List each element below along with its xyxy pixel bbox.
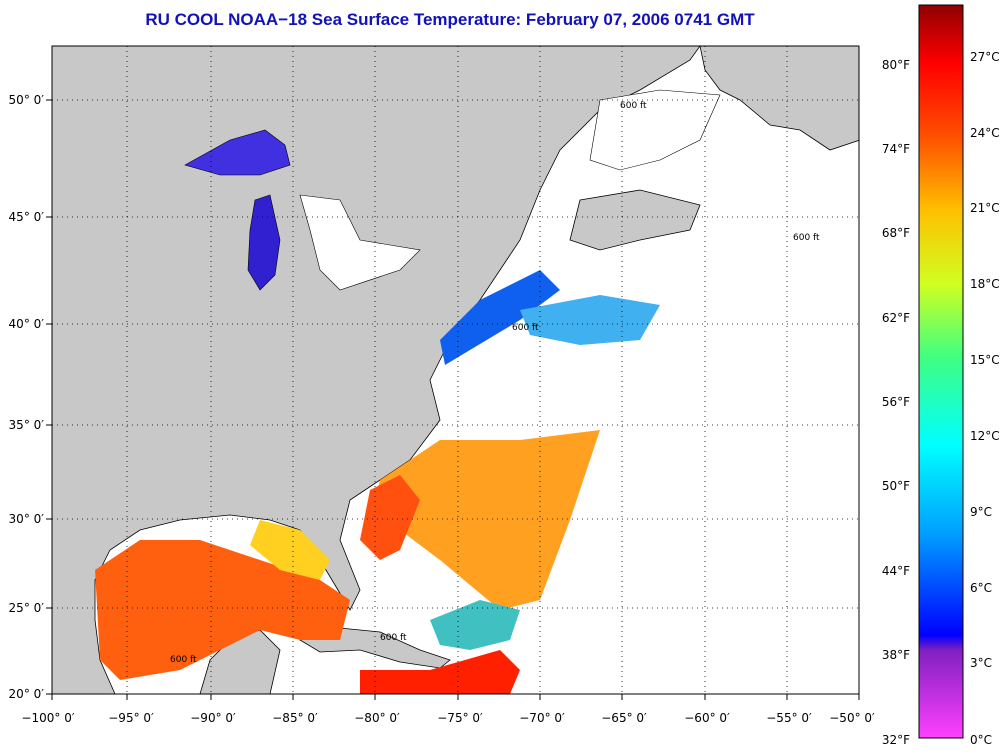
colorbar-c-label: 6°C <box>970 581 992 595</box>
colorbar-f-label: 44°F <box>882 564 910 578</box>
colorbar-c-label: 0°C <box>970 733 992 747</box>
lon-label: −90° 0′ <box>190 711 236 725</box>
sst-gulf-coastal <box>250 520 330 580</box>
colorbar-f-label: 80°F <box>882 58 910 72</box>
lat-label: 20° 0′ <box>9 687 45 701</box>
lon-label: −85° 0′ <box>272 711 318 725</box>
map-frame <box>51 45 860 695</box>
colorbar-c-label: 15°C <box>970 353 1000 367</box>
colorbar-f-label: 50°F <box>882 479 910 493</box>
axis-ticks <box>46 99 860 700</box>
lon-label: −60° 0′ <box>684 711 730 725</box>
colorbar-c-label: 12°C <box>970 429 1000 443</box>
land-newfoundland <box>699 46 859 151</box>
lat-label: 35° 0′ <box>9 418 45 432</box>
lat-label: 40° 0′ <box>9 317 45 331</box>
sst-slope-cyan <box>520 295 660 345</box>
map-title: RU COOL NOAA−18 Sea Surface Temperature:… <box>145 10 755 29</box>
lon-label: −100° 0′ <box>21 711 74 725</box>
lon-label: −95° 0′ <box>108 711 154 725</box>
lake-huron-erie <box>299 194 421 291</box>
sst-gulf-mexico <box>95 540 350 680</box>
colorbar-f-label: 74°F <box>882 142 910 156</box>
colorbar-c-label: 9°C <box>970 505 992 519</box>
colorbar-f-label: 68°F <box>882 226 910 240</box>
lon-label: −75° 0′ <box>437 711 483 725</box>
contour-label: 600 ft <box>620 101 647 111</box>
sst-shelf-cold <box>440 270 560 365</box>
colorbar-c-label: 21°C <box>970 201 1000 215</box>
sst-caribbean <box>360 650 520 694</box>
lake-michigan <box>247 194 281 291</box>
colorbar-c-label: 24°C <box>970 126 1000 140</box>
lake-superior <box>184 129 291 176</box>
contour-label: 600 ft <box>512 323 539 333</box>
colorbar <box>918 4 964 739</box>
colorbar-c-label: 3°C <box>970 656 992 670</box>
graticule <box>52 46 859 694</box>
colorbar-f-label: 38°F <box>882 648 910 662</box>
colorbar-c-label: 27°C <box>970 50 1000 64</box>
land-nova-scotia <box>569 189 701 251</box>
contour-label: 600 ft <box>170 655 197 665</box>
lon-label: −55° 0′ <box>766 711 812 725</box>
lon-label: −50° 0′ <box>829 711 875 725</box>
colorbar-f-label: 32°F <box>882 733 910 747</box>
colorbar-f-label: 62°F <box>882 311 910 325</box>
sst-gulf-stream-warm <box>370 430 600 610</box>
land-north-america <box>52 46 701 694</box>
lon-label: −80° 0′ <box>354 711 400 725</box>
colorbar-c-label: 18°C <box>970 277 1000 291</box>
lon-label: −70° 0′ <box>519 711 565 725</box>
colorbar-f-label: 56°F <box>882 395 910 409</box>
lat-label: 30° 0′ <box>9 512 45 526</box>
lon-label: −65° 0′ <box>601 711 647 725</box>
lat-label: 50° 0′ <box>9 93 45 107</box>
contour-label: 600 ft <box>380 633 407 643</box>
lat-label: 45° 0′ <box>9 210 45 224</box>
contour-label: 600 ft <box>793 233 820 243</box>
cloud-st-lawrence <box>589 89 721 171</box>
sst-caribbean-cyan <box>430 600 520 650</box>
lat-label: 25° 0′ <box>9 601 45 615</box>
